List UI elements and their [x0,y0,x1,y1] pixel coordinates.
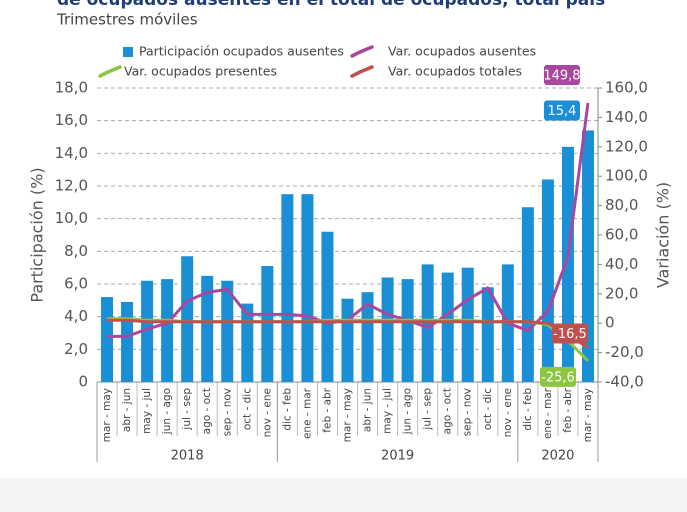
bar [581,130,594,382]
bar [121,301,134,382]
y2-tick-label: -40,0 [605,373,644,391]
legend-swatch [98,65,122,78]
y2-tick-label: 40,0 [605,255,638,273]
x-tick-label: nov - ene [261,388,273,437]
y-tick-label: 16,0 [55,111,88,129]
footer-band [0,478,687,512]
data-label: -25,6 [541,370,575,385]
x-tick-label: may - jul [382,388,394,434]
x-tick-label: abr - jun [121,388,133,432]
group-label: 2020 [541,449,574,464]
x-tick-label: jun - ago [402,388,414,435]
legend-swatch [123,47,133,57]
y-tick-label: 6,0 [64,275,88,293]
bar [181,256,194,382]
y2-tick-label: 0 [605,314,615,332]
data-label-box [551,323,588,344]
x-tick-label: feb - abr [562,387,574,432]
y2-tick-label: 60,0 [605,226,638,244]
legend-swatch [350,65,374,78]
data-label: -16,5 [553,327,587,342]
data-label-box [543,100,580,121]
x-tick-label: sep - nov [462,388,474,436]
x-tick-label: dic - feb [522,388,534,431]
line [107,318,589,349]
x-tick-label: ene - mar [542,387,554,439]
bar [281,194,294,382]
bar [161,279,174,382]
y-tick-label: 0 [78,373,88,391]
bar [201,275,214,382]
legend-label: Var. ocupados presentes [124,64,277,79]
x-tick-label: oct - dic [241,388,253,430]
bar [381,277,394,382]
x-tick-label: mar - may [342,388,354,442]
y-tick-label: 10,0 [55,209,88,227]
x-tick-label: jul - sep [422,388,434,431]
y-tick-label: 14,0 [55,144,88,162]
x-tick-label: ago - oct [201,388,213,434]
bar [301,194,314,382]
y-tick-label: 18,0 [55,79,88,97]
x-tick-label: mar - may [101,388,113,442]
group-label: 2019 [381,449,414,464]
y2-axis-title: Variación (%) [654,182,673,288]
legend-swatch [350,45,374,58]
group-label: 2018 [171,449,204,464]
bar [341,298,354,382]
y2-tick-label: -20,0 [605,343,644,361]
bar [321,231,334,382]
bar [261,266,274,382]
y-axis-title: Participación (%) [28,167,47,302]
data-label-box [543,64,580,85]
y2-tick-label: 120,0 [605,137,648,155]
bar [101,297,114,382]
legend-label: Var. ocupados totales [388,64,522,79]
x-tick-label: feb - abr [321,387,333,432]
x-tick-label: ene - mar [301,387,313,439]
bar [141,280,154,382]
bar [441,272,454,382]
x-tick-label: ago - oct [442,388,454,434]
x-tick-label: jun - ago [161,388,173,435]
y2-tick-label: 160,0 [605,79,648,97]
y-tick-label: 2,0 [64,340,88,358]
x-tick-label: oct - dic [482,388,494,430]
x-tick-label: jul - sep [181,388,193,431]
y2-tick-label: 80,0 [605,196,638,214]
bar [401,279,414,382]
x-tick-label: nov - ene [502,388,514,437]
data-label: 15,4 [548,104,577,119]
chart-subtitle: Trimestres móviles [56,11,198,29]
y2-tick-label: 100,0 [605,167,648,185]
legend-label: Participación ocupados ausentes [139,44,344,59]
y2-tick-label: 140,0 [605,108,648,126]
bar [481,287,494,382]
chart-title: de ocupados ausentes en el total de ocup… [57,0,605,10]
y-tick-label: 12,0 [55,177,88,195]
x-tick-label: dic - feb [281,388,293,431]
x-tick-label: abr - jun [362,388,374,432]
x-tick-label: may - jul [141,388,153,434]
y-tick-label: 4,0 [64,307,88,325]
bar [561,146,574,382]
bar [541,179,554,382]
data-label: 149,8 [543,68,580,83]
bar [461,267,474,382]
legend-label: Var. ocupados ausentes [388,44,536,59]
data-label-box [539,366,576,387]
y-tick-label: 8,0 [64,242,88,260]
bar [221,280,234,382]
y2-tick-label: 20,0 [605,284,638,302]
bar [361,292,374,382]
bar [521,207,534,382]
x-tick-label: mar - may [582,388,594,442]
x-tick-label: sep - nov [221,388,233,436]
